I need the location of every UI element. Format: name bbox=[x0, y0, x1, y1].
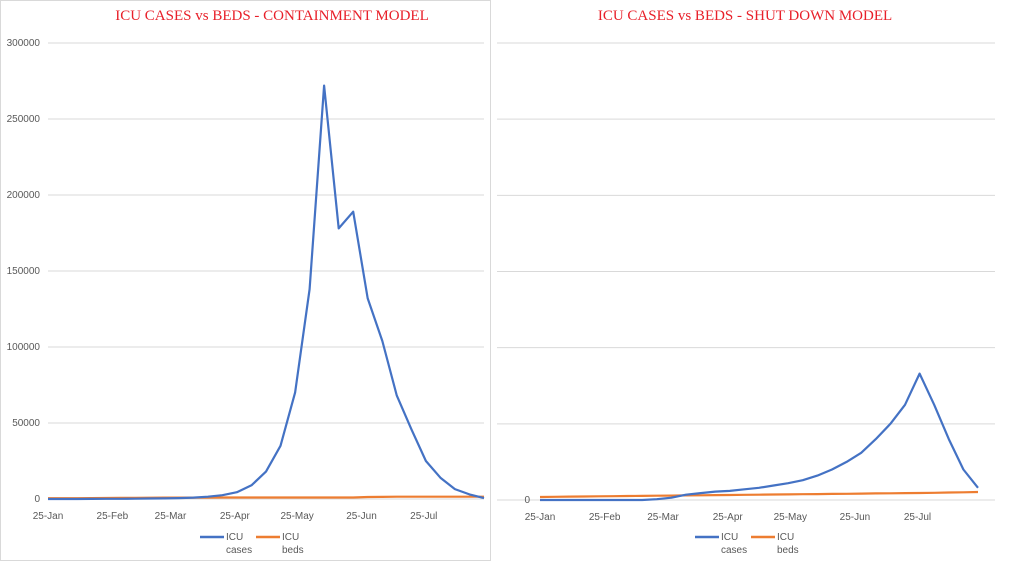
x-tick-label: 25-Mar bbox=[155, 511, 187, 522]
y-tick-label: 0 bbox=[524, 495, 530, 506]
shutdown-chart: ICU CASES vs BEDS - SHUT DOWN MODEL 0 25-J… bbox=[497, 8, 995, 556]
x-tick-label: 25-Jun bbox=[840, 512, 871, 523]
legend-label-cases: cases bbox=[226, 545, 252, 556]
series-line-icu-beds bbox=[539, 490, 979, 499]
y-tick-label: 0 bbox=[34, 494, 40, 505]
legend-label-beds: ICU bbox=[777, 532, 794, 543]
y-tick-label: 150000 bbox=[7, 266, 41, 277]
legend-label-beds: ICU bbox=[282, 532, 299, 543]
legend-label-cases: ICU bbox=[226, 532, 243, 543]
x-tick-label: 25-Apr bbox=[220, 511, 251, 522]
chart-title: ICU CASES vs BEDS - CONTAINMENT MODEL bbox=[115, 8, 429, 24]
series-line-icu-cases bbox=[48, 84, 485, 501]
x-tick-label: 25-Jun bbox=[346, 511, 377, 522]
x-tick-label: 25-Apr bbox=[713, 512, 744, 523]
y-tick-label: 300000 bbox=[7, 38, 41, 49]
y-tick-label: 50000 bbox=[12, 418, 40, 429]
x-tick-label: 25-May bbox=[280, 511, 313, 522]
legend-label-beds: beds bbox=[282, 545, 304, 556]
x-tick-label: 25-Jul bbox=[410, 511, 437, 522]
legend-label-cases: ICU bbox=[721, 532, 738, 543]
chart-title: ICU CASES vs BEDS - SHUT DOWN MODEL bbox=[598, 8, 892, 24]
x-tick-label: 25-May bbox=[774, 512, 807, 523]
x-tick-label: 25-Jan bbox=[525, 512, 556, 523]
legend-label-cases: cases bbox=[721, 545, 747, 556]
x-tick-label: 25-Jan bbox=[33, 511, 64, 522]
x-tick-label: 25-Feb bbox=[97, 511, 129, 522]
series-line-icu-cases bbox=[540, 372, 979, 502]
left-chart-frame bbox=[0, 0, 491, 561]
x-tick-label: 25-Mar bbox=[647, 512, 679, 523]
x-tick-label: 25-Jul bbox=[904, 512, 931, 523]
y-tick-label: 250000 bbox=[7, 114, 41, 125]
y-tick-label: 100000 bbox=[7, 342, 41, 353]
y-tick-label: 200000 bbox=[7, 190, 41, 201]
containment-chart: ICU CASES vs BEDS - CONTAINMENT MODEL 300… bbox=[7, 8, 485, 556]
legend-label-beds: beds bbox=[777, 545, 799, 556]
x-tick-label: 25-Feb bbox=[589, 512, 621, 523]
